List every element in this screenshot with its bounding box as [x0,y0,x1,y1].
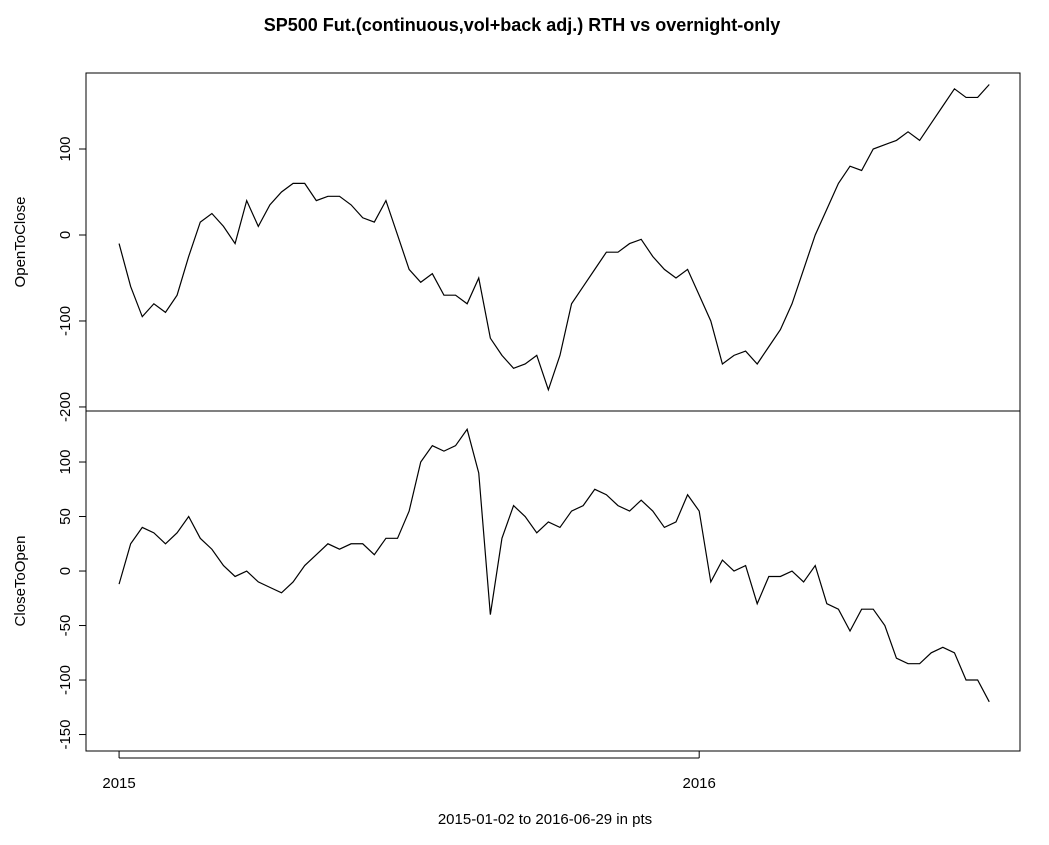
y-tick-label: -150 [57,720,74,750]
x-tick-label: 2016 [683,775,716,792]
y-axis-label: CloseToOpen [12,536,29,627]
plot-frame [85,410,1021,752]
y-tick-label: 0 [57,567,74,575]
x-axis-label: 2015-01-02 to 2016-06-29 in pts [438,811,652,828]
y-axis-label: OpenToClose [12,197,29,288]
x-tick-label: 2015 [102,775,135,792]
y-tick-label: -100 [57,665,74,695]
y-tick-label: 100 [57,450,74,475]
plot-frame [85,72,1021,412]
y-tick-label: -100 [57,306,74,336]
chart-title: SP500 Fut.(continuous,vol+back adj.) RTH… [264,15,781,35]
y-tick-label: -50 [57,615,74,637]
y-tick-label: 0 [57,231,74,239]
y-tick-label: 50 [57,508,74,525]
data-line [118,427,990,703]
y-tick-label: -200 [57,392,74,422]
y-tick-label: 100 [57,136,74,161]
data-line [118,84,990,392]
